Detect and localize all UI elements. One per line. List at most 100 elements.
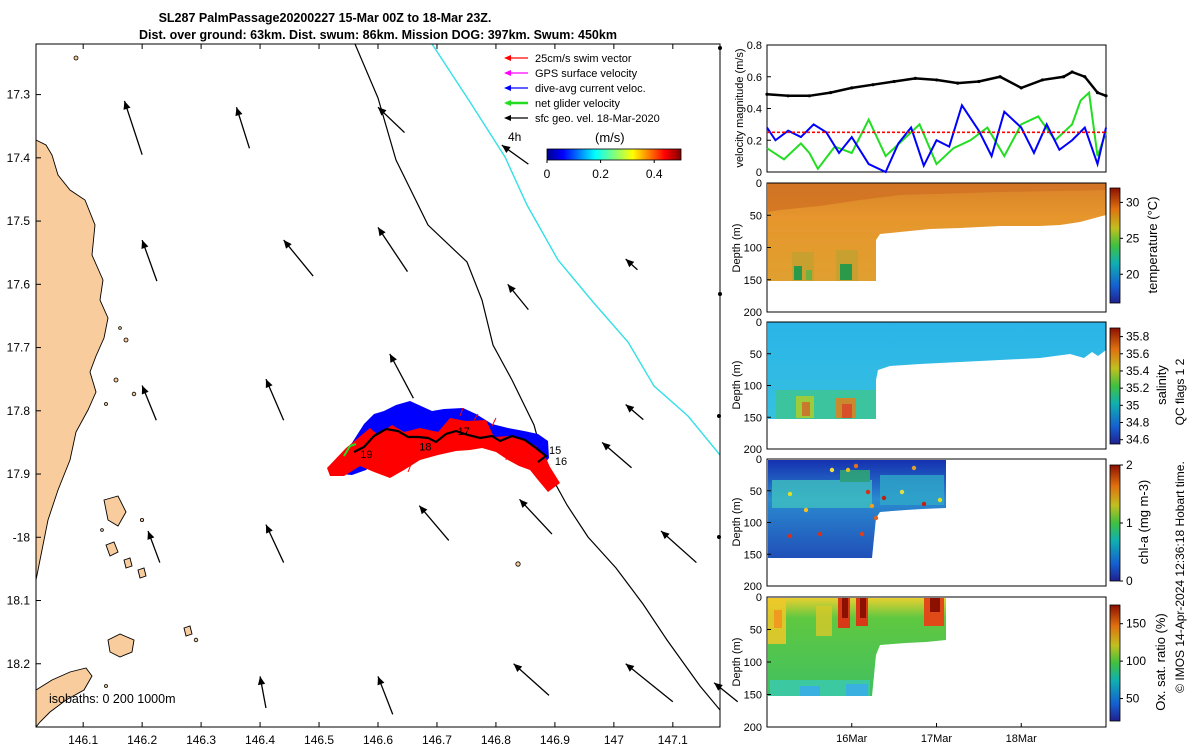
- colorbar-tick-label: 35.4: [1126, 364, 1150, 378]
- southern-headland: [36, 667, 93, 727]
- temperature-colorbar-ticks: 20 25 30: [1120, 195, 1140, 281]
- depth-y-tick-label: 100: [744, 243, 762, 255]
- sfc-vector-head: [389, 353, 397, 363]
- chl-dot: [921, 501, 927, 507]
- map-x-tick-label: 146.5: [304, 733, 334, 747]
- chl-dot: [845, 467, 851, 473]
- mainland-coast: [36, 139, 109, 581]
- map-x-tick-label: 146.9: [540, 733, 570, 747]
- island-c: [105, 541, 119, 557]
- map-x-tick-label: 146.2: [127, 733, 157, 747]
- ox-ylabel: Depth (m): [731, 638, 743, 687]
- chl-dot: [817, 531, 823, 537]
- map-x-tick-label: 146.7: [422, 733, 452, 747]
- map-y-tick-label: 18.2: [7, 657, 31, 671]
- isobaths-label: isobaths: 0 200 1000m: [49, 692, 175, 706]
- sfc-velocity-point: [1070, 70, 1074, 74]
- map-background: [36, 44, 720, 727]
- legend-arrowhead: [504, 55, 511, 61]
- sfc-vector-head: [602, 442, 611, 451]
- chlorophyll-panel: 0 50 100 150 200 Depth (m) 0 1 2 chl-a (mg m-3…: [731, 454, 1151, 593]
- map-x-tick-label: 146.4: [245, 733, 275, 747]
- sfc-vector-shaft: [123, 100, 143, 155]
- chl-colorbar: [1109, 464, 1121, 582]
- chl-dot: [937, 497, 943, 503]
- oxygen-panel: 0 50 100 150 200 16Mar 17Mar 18Mar Depth (m) 5…: [731, 592, 1168, 745]
- isobath-1000m: [431, 44, 720, 456]
- sfc-vector-head: [625, 663, 635, 672]
- ox-features: [768, 598, 944, 696]
- colorbar-interval: 4h: [508, 130, 521, 144]
- velocity-y-tick-label: 0.6: [747, 72, 762, 84]
- chl-dot: [873, 515, 879, 521]
- ox-colorbar: [1109, 604, 1121, 722]
- chl-dot: [881, 495, 887, 501]
- map-x-tick-label: 146.1: [68, 733, 98, 747]
- legend-arrowhead: [504, 85, 511, 91]
- legend-label: sfc geo. vel. 18-Mar-2020: [535, 113, 660, 125]
- chl-dot: [899, 489, 905, 495]
- map-y-tick-label: 18.1: [7, 594, 31, 608]
- day-x-tick-label: 16Mar: [836, 733, 868, 745]
- sfc-vector-head: [265, 379, 273, 389]
- depth-y-tick-label: 200: [744, 444, 762, 456]
- day-label: 19: [360, 449, 372, 461]
- sfc-vector-head: [661, 530, 670, 540]
- sfc-velocity-point: [934, 78, 939, 82]
- sfc-vector-head: [519, 499, 528, 508]
- chl-dot: [803, 507, 809, 513]
- map-y-tick-label: 17.9: [7, 467, 31, 481]
- velocity-y-ticks: 0 0.2 0.4 0.6 0.8: [747, 40, 771, 179]
- depth-y-tick-label: 150: [744, 275, 762, 287]
- speed-colorbar: 4h (m/s) 0 0.2 0.4: [508, 130, 682, 181]
- sfc-vector-head: [147, 530, 155, 540]
- legend-label: GPS surface velocity: [535, 68, 638, 80]
- temperature-cool-patches: [792, 250, 858, 281]
- sfc-vector-shaft: [625, 663, 674, 703]
- island-d: [123, 557, 133, 569]
- colorbar-tick-label: 35.6: [1126, 347, 1150, 361]
- island-e: [183, 625, 193, 637]
- legend-label: net glider velocity: [535, 98, 620, 110]
- colorbar-tick-label: 2: [1126, 458, 1133, 472]
- depth-y-tick-label: 50: [750, 210, 762, 222]
- chl-ylabel: Depth (m): [731, 498, 743, 547]
- colorbar-gradient: [546, 148, 682, 161]
- sfc-velocity-point: [1062, 75, 1066, 79]
- ox-field: [768, 598, 946, 696]
- colorbar-tick-label: 100: [1126, 654, 1146, 668]
- colorbar-tick-label: 0.2: [592, 167, 609, 181]
- glider-track: [327, 401, 560, 492]
- sfc-vector-head: [141, 385, 149, 395]
- sfc-vector-head: [419, 505, 428, 515]
- sfc-velocity-point: [1083, 75, 1087, 79]
- sfc-vector-head: [257, 676, 266, 686]
- sfc-vector-head: [714, 682, 723, 691]
- map-y-tick-label: 17.3: [7, 88, 31, 102]
- colorbar-tick-label: 34.8: [1126, 416, 1150, 430]
- colorbar-unit: (m/s): [595, 130, 625, 145]
- sfc-velocity-point: [828, 91, 833, 95]
- colorbar-tick-label: 0: [544, 167, 551, 181]
- surface-geostrophic-vectors: [123, 100, 739, 715]
- sfc-velocity-point: [1040, 78, 1045, 82]
- figure-title-line2: Dist. over ground: 63km. Dist. swum: 86k…: [139, 28, 617, 42]
- velocity-y-tick-label: 0.8: [747, 40, 762, 52]
- temperature-y-ticks: 0 50 100 150 200: [744, 178, 771, 319]
- sfc-vector-head: [235, 107, 243, 117]
- legend-arrowhead: [504, 70, 511, 76]
- velocity-series: [765, 70, 1108, 174]
- depth-y-tick-label: 150: [744, 412, 762, 424]
- map-y-tick-label: 17.4: [7, 151, 31, 165]
- map-x-tick-label: 146.6: [363, 733, 393, 747]
- depth-y-tick-label: 50: [750, 625, 762, 637]
- velocity-axes: [766, 44, 1107, 173]
- salinity-cbar-label: salinity: [1154, 365, 1169, 405]
- swim-vectors-fill: [327, 418, 560, 492]
- sfc-vector-shaft: [389, 353, 414, 399]
- figure-title-line1: SL287 PalmPassage20200227 15-Mar 00Z to …: [159, 11, 492, 25]
- map-x-ticks: 146.1 146.2 146.3 146.4 146.5 146.6 146.7 146.8…: [68, 44, 688, 747]
- legend-arrowhead: [504, 100, 511, 106]
